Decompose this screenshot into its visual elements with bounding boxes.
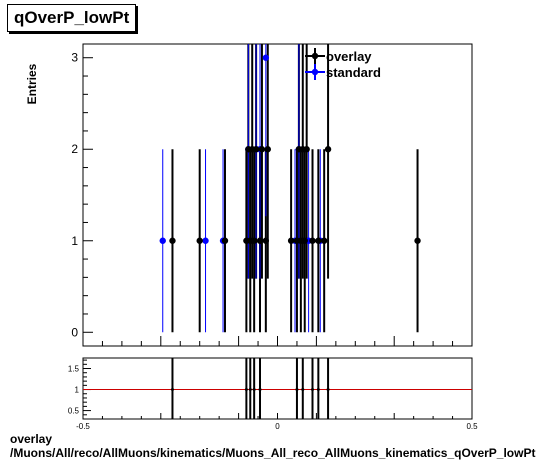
overlay-point: [287, 237, 295, 244]
ratio-x-tick-label: -0.5: [76, 422, 90, 431]
overlay-point: [264, 146, 271, 153]
standard-point: [202, 237, 209, 244]
ratio-series: [83, 358, 472, 419]
footer-line-2: /Muons/All/reco/AllMuons/kinematics/Muon…: [10, 446, 536, 460]
legend-label-0: overlay: [326, 49, 372, 64]
ratio-point: [170, 388, 174, 392]
overlay-point: [414, 237, 421, 244]
overlay-point: [196, 237, 203, 244]
y-tick-label: 1: [71, 234, 78, 248]
ratio-y-tick-label: 0.5: [68, 407, 80, 416]
y-tick-label: 0: [71, 325, 78, 339]
ratio-y-ticks: 0.5 1 1.5: [68, 359, 91, 416]
legend-marker: [311, 68, 319, 76]
overlay-point: [303, 146, 310, 153]
standard-point: [262, 54, 270, 61]
overlay-point: [250, 237, 258, 244]
ratio-x-tick-label: 0.5: [466, 422, 478, 431]
ratio-plot-frame: [82, 357, 473, 420]
footer-line-1: overlay: [10, 432, 53, 446]
ratio-point: [316, 388, 320, 392]
ratio-point: [258, 388, 262, 392]
overlay-point: [315, 237, 322, 244]
main-frame-rect: [82, 43, 473, 347]
overlay-point: [221, 237, 229, 244]
ratio-x-tick-label: 0: [275, 422, 280, 431]
ratio-point: [244, 388, 248, 392]
ratio-point: [248, 388, 252, 392]
overlay-point: [252, 146, 260, 153]
ratio-frame-rect: [82, 357, 473, 420]
ratio-point: [326, 388, 330, 392]
main-plot-frame: [82, 43, 473, 347]
ratio-point: [301, 388, 305, 392]
ratio-y-tick-label: 1: [75, 386, 80, 395]
overlay-point: [169, 237, 176, 244]
ratio-point: [252, 388, 256, 392]
overlay-point: [301, 237, 308, 244]
legend-marker: [311, 52, 319, 60]
main-series: [159, 44, 421, 333]
ratio-point: [311, 388, 315, 392]
y-tick-label: 2: [71, 142, 78, 156]
overlay-point: [262, 237, 270, 244]
overlay-point: [258, 146, 266, 153]
overlay-point: [256, 237, 264, 244]
ratio-y-tick-label: 1.5: [68, 365, 80, 374]
legend-label-1: standard: [326, 65, 381, 80]
ratio-x-ticks: -0.5 0 0.5: [76, 413, 478, 431]
overlay-point: [320, 237, 328, 244]
overlay-point: [324, 146, 332, 153]
histogram-title: qOverP_lowPt: [7, 4, 137, 32]
overlay-point: [309, 237, 316, 244]
standard-point: [159, 237, 166, 244]
main-x-ticks: [82, 336, 473, 346]
y-tick-label: 3: [71, 51, 78, 65]
ratio-point: [295, 388, 299, 392]
main-y-ticks: 0 1 2 3: [71, 51, 93, 339]
y-axis-label: Entries: [25, 63, 39, 104]
